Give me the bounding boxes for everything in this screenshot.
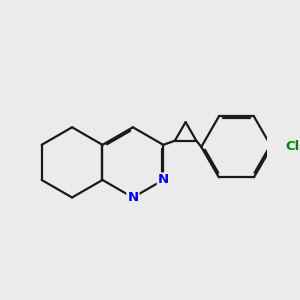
Text: Cl: Cl [285, 140, 299, 153]
Text: N: N [127, 191, 139, 204]
Text: N: N [158, 173, 169, 186]
